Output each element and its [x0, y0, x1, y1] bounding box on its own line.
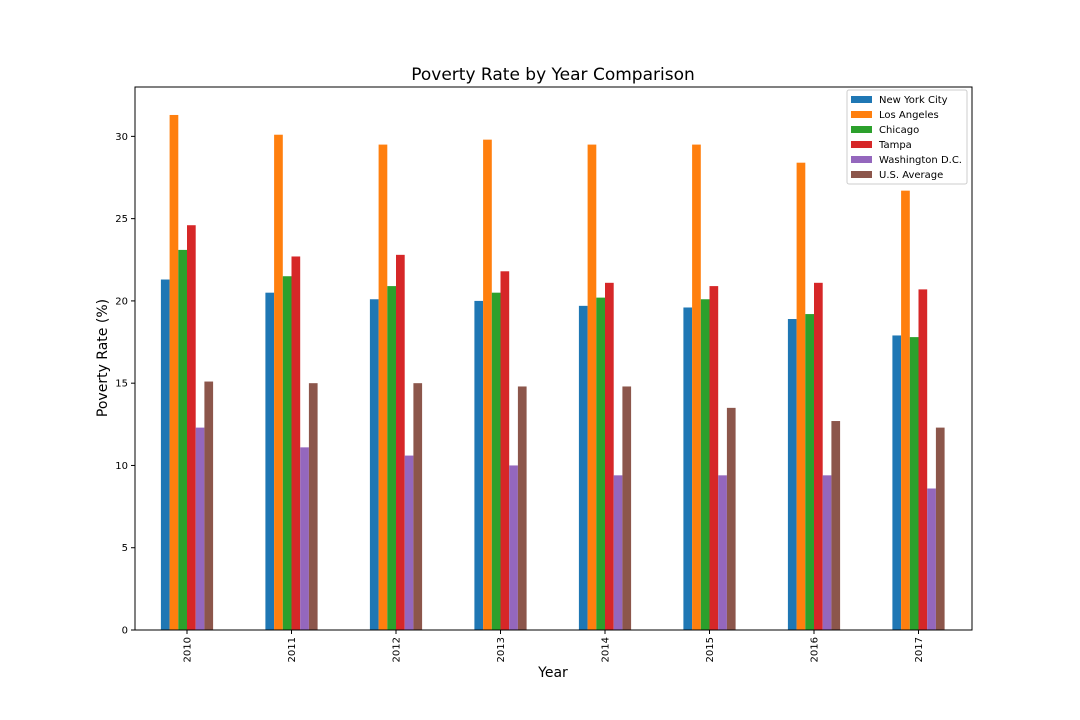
legend-label: Los Angeles: [879, 110, 939, 121]
bar: [692, 144, 701, 630]
bar: [387, 286, 396, 630]
chart-title: Poverty Rate by Year Comparison: [411, 65, 695, 85]
x-tick-label: 2011: [287, 637, 298, 662]
y-axis-label: Poverty Rate (%): [95, 299, 111, 417]
bar: [700, 299, 710, 630]
y-tick-label: 5: [122, 543, 128, 554]
bar: [300, 447, 309, 630]
bar: [274, 134, 283, 630]
plot-frame: [134, 86, 973, 631]
bar: [901, 190, 910, 630]
bar: [892, 335, 902, 630]
y-tick-label: 0: [122, 626, 128, 637]
x-tick-label: 2014: [601, 637, 612, 662]
bar: [491, 292, 501, 630]
bar: [308, 383, 318, 630]
bar: [578, 305, 588, 630]
bar: [517, 386, 527, 630]
bar: [935, 427, 945, 630]
bar: [413, 383, 423, 630]
bar: [396, 254, 405, 630]
legend-label: Washington D.C.: [879, 155, 962, 166]
legend-swatch: [851, 156, 872, 163]
bar: [195, 427, 205, 630]
bar: [483, 139, 492, 630]
legend-frame: [846, 89, 968, 185]
x-tick-label: 2017: [914, 637, 925, 662]
x-tick-label: 2013: [496, 637, 507, 662]
bar: [822, 475, 832, 630]
legend: New York City Los Angeles Chicago Tampa Wash…: [846, 89, 968, 185]
bar: [378, 144, 388, 630]
y-tick-label: 25: [115, 214, 128, 225]
bar: [204, 381, 214, 630]
bars-group: [160, 114, 945, 631]
bar: [509, 465, 518, 630]
bar: [169, 114, 179, 631]
legend-swatch: [851, 96, 872, 103]
bar: [718, 475, 727, 630]
x-tick-label: 2016: [810, 637, 821, 662]
y-tick-label: 10: [115, 461, 128, 472]
bar: [265, 292, 275, 630]
legend-label: U.S. Average: [879, 170, 943, 181]
bar: [927, 488, 936, 630]
bar: [587, 144, 597, 630]
legend-swatch: [851, 111, 872, 118]
bar: [709, 286, 719, 630]
x-axis-label: Year: [537, 665, 568, 681]
bar: [726, 407, 736, 630]
bar: [474, 300, 484, 630]
x-tick-label: 2010: [183, 637, 194, 662]
bar: [622, 386, 632, 630]
bar: [596, 297, 605, 630]
y-tick-label: 20: [115, 296, 128, 307]
x-axis: 2010 2011 2012 2013 2014 2015 2016 2017: [183, 630, 925, 662]
legend-swatch: [851, 171, 872, 178]
bar: [500, 271, 510, 630]
y-tick-label: 15: [115, 379, 128, 390]
y-tick-label: 30: [115, 132, 128, 143]
legend-label: Tampa: [878, 140, 912, 151]
bar: [787, 319, 797, 630]
bar: [160, 279, 170, 630]
x-tick-label: 2012: [392, 637, 403, 662]
legend-label: New York City: [879, 95, 948, 106]
bar: [814, 282, 823, 630]
bar: [683, 307, 693, 630]
y-axis: 0 5 10 15 20 25 30: [115, 132, 135, 637]
bar: [918, 289, 928, 630]
legend-swatch: [851, 141, 872, 148]
bar: [805, 314, 814, 630]
bar: [605, 282, 614, 630]
bar: [282, 276, 292, 630]
bar: [613, 475, 623, 630]
legend-swatch: [851, 126, 872, 133]
bar: [796, 162, 806, 630]
x-tick-label: 2015: [705, 637, 716, 662]
bar: [369, 299, 379, 630]
bar: [291, 256, 301, 630]
bar: [404, 455, 414, 630]
bar: [178, 249, 187, 630]
legend-label: Chicago: [879, 125, 919, 136]
bar: [187, 225, 196, 630]
bar: [909, 337, 919, 630]
bar: [831, 421, 841, 630]
